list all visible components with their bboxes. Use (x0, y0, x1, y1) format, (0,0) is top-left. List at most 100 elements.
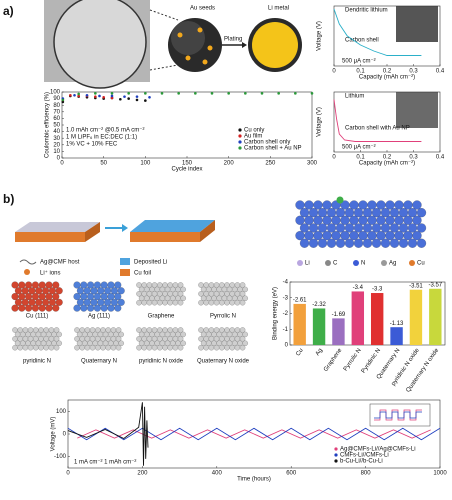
atom (93, 304, 101, 312)
atom (136, 282, 142, 288)
atom (118, 340, 124, 346)
atom (208, 282, 215, 288)
atom (203, 299, 209, 306)
y-tick-label: -4 (283, 280, 289, 286)
atom (100, 293, 108, 301)
atom (407, 208, 418, 218)
atom (349, 215, 359, 225)
atom (105, 344, 111, 351)
atom (113, 340, 119, 346)
atom (113, 331, 119, 338)
atom (398, 208, 409, 218)
atom (102, 340, 109, 346)
structure-label: pyridinic N oxide (139, 359, 184, 365)
point (77, 92, 80, 96)
point (177, 92, 180, 95)
atom (353, 238, 364, 248)
panel-label: a) (3, 4, 14, 18)
atom (224, 282, 230, 288)
y-tick-label: 50 (53, 123, 60, 129)
x-tick-label: 400 (212, 471, 223, 477)
atom (308, 238, 319, 248)
atom-label: C (333, 261, 338, 267)
atom (403, 215, 413, 225)
atom (358, 215, 368, 225)
atom (211, 295, 217, 301)
atom (38, 281, 46, 289)
atom (14, 298, 22, 306)
atom (203, 282, 209, 288)
bar (390, 327, 403, 345)
atom (219, 282, 225, 288)
atom (53, 336, 60, 342)
annotation: Lithium (345, 94, 364, 100)
sem-inset (396, 6, 438, 42)
atom (136, 327, 142, 333)
atom (100, 281, 108, 289)
atom (45, 304, 53, 312)
line (333, 8, 422, 56)
atom (33, 327, 39, 333)
atom (219, 336, 225, 342)
atom (340, 231, 350, 241)
legend-text: Cu foil (134, 271, 151, 277)
atom (353, 208, 364, 218)
atom (97, 287, 105, 295)
atom (299, 238, 310, 248)
bar (351, 291, 365, 345)
atom (208, 291, 215, 297)
y-tick-label: -3 (283, 295, 289, 301)
y-tick-label: 100 (50, 90, 61, 96)
atom (403, 200, 413, 210)
atom (394, 231, 404, 241)
atom (412, 200, 422, 210)
point (119, 97, 122, 101)
atom (242, 286, 248, 293)
atom (55, 287, 63, 295)
cu-foil (130, 232, 200, 242)
atom (33, 336, 39, 342)
atom (108, 340, 114, 346)
atom (76, 331, 83, 338)
inset (369, 403, 431, 427)
atom-key (297, 260, 303, 266)
atom (164, 340, 171, 346)
atom (380, 238, 391, 248)
atom (93, 281, 101, 289)
atom (376, 231, 386, 241)
atom (12, 327, 18, 333)
x-tick-label: 0.2 (383, 155, 392, 161)
atom (35, 331, 42, 338)
atom (92, 340, 98, 346)
annotation: 500 μA cm⁻² (342, 145, 376, 151)
point (61, 98, 65, 102)
atom (84, 327, 91, 333)
atom (317, 208, 328, 218)
atom (38, 344, 44, 351)
atom (97, 298, 105, 306)
point (135, 98, 139, 102)
atom (100, 336, 106, 342)
atom (203, 291, 209, 297)
atom (175, 286, 181, 293)
atom (172, 282, 179, 288)
atom (167, 327, 173, 333)
atom (175, 340, 181, 346)
point (310, 92, 314, 95)
atom (237, 331, 243, 338)
atom (234, 336, 241, 342)
atom (175, 331, 181, 338)
value-label: -3.3 (372, 287, 383, 293)
atom (74, 336, 80, 342)
x-tick-label: 600 (286, 471, 297, 477)
atom (229, 291, 235, 297)
atom (82, 331, 88, 338)
atom (198, 291, 204, 297)
atom (200, 340, 207, 346)
atom (56, 340, 62, 346)
bar (429, 288, 442, 345)
value-label: -3.51 (409, 283, 423, 289)
atom (17, 327, 23, 333)
x-tick-label: 0.3 (409, 155, 418, 161)
deposited-li (130, 220, 215, 232)
